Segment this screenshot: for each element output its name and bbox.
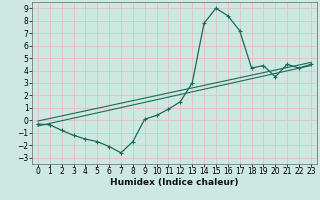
X-axis label: Humidex (Indice chaleur): Humidex (Indice chaleur)	[110, 178, 239, 187]
